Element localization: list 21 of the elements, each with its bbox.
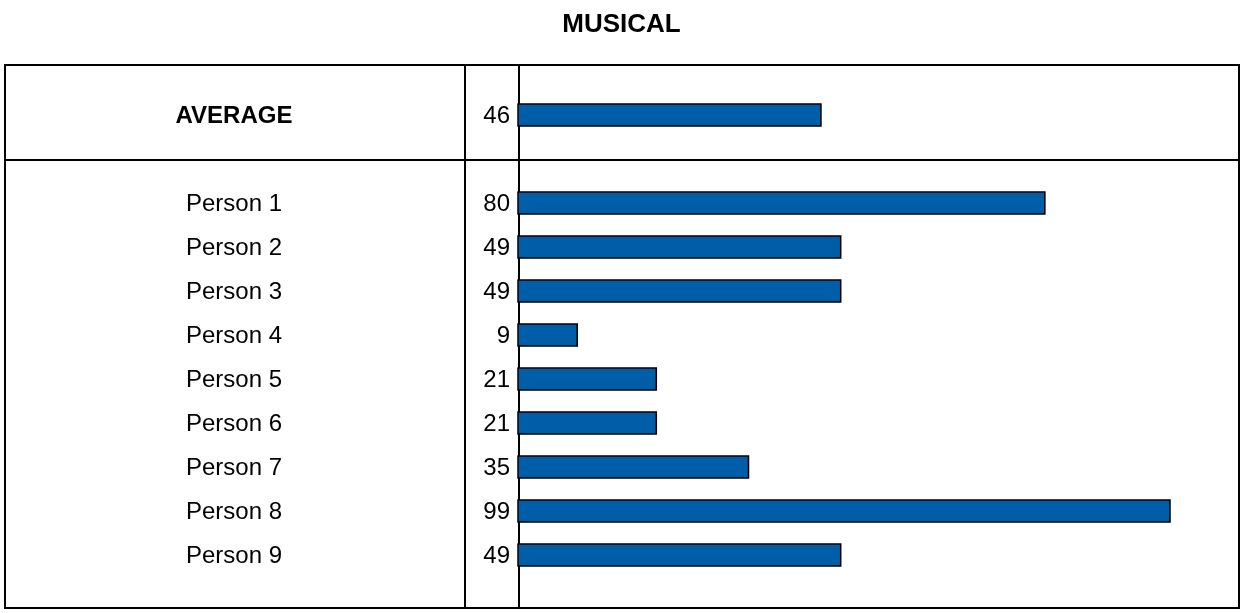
data-label: 49 (483, 277, 510, 304)
data-label: 49 (483, 541, 510, 568)
data-label: 35 (483, 453, 510, 480)
data-label: 46 (483, 101, 510, 128)
y-tick-label: Person 4 (185, 321, 283, 348)
data-label: 99 (483, 497, 510, 524)
y-tick-label: AVERAGE (175, 101, 293, 128)
y-tick-label: Person 1 (185, 189, 283, 216)
data-label: 21 (483, 365, 510, 392)
chart-title: MUSICAL (561, 8, 682, 39)
data-label: 49 (483, 233, 510, 260)
y-tick-label: Person 3 (185, 277, 283, 304)
y-tick-label: Person 9 (185, 541, 283, 568)
y-tick-label: Person 6 (185, 409, 283, 436)
data-label: 21 (483, 409, 510, 436)
y-tick-label: Person 7 (185, 453, 283, 480)
data-label: 9 (496, 321, 510, 348)
y-tick-label: Person 5 (185, 365, 283, 392)
y-tick-label: Person 2 (185, 233, 283, 260)
data-label: 80 (483, 189, 510, 216)
y-tick-label: Person 8 (185, 497, 283, 524)
